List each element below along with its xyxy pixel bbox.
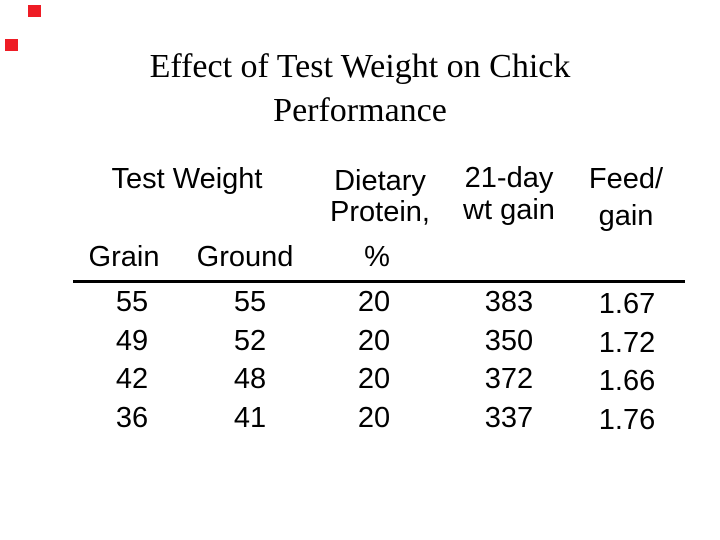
table-cell: 1.76 (598, 403, 656, 436)
header-wt-gain-line-2: wt gain (463, 194, 555, 226)
column-dietary-protein-values: 20 20 20 20 (358, 283, 390, 437)
header-feed-gain: Feed/ gain (589, 161, 663, 235)
table-cell: 20 (357, 401, 391, 434)
red-corner-mark-left (5, 39, 18, 51)
column-ground-values: 55 52 48 41 (234, 283, 266, 437)
table-cell: 1.66 (598, 365, 656, 397)
table-cell: 372 (484, 363, 534, 395)
slide-title-line-2: Performance (273, 92, 447, 129)
header-feed-gain-line-2: gain (598, 200, 654, 232)
header-test-weight: Test Weight (111, 163, 263, 195)
table-cell: 52 (233, 324, 267, 357)
column-feed-gain-values: 1.67 1.72 1.66 1.76 (599, 285, 655, 439)
header-percent-unit: % (364, 241, 390, 273)
table-cell: 337 (484, 401, 534, 434)
header-ground: Ground (196, 241, 294, 273)
table-cell: 41 (233, 401, 267, 434)
header-dietary-line-2: Protein, (330, 196, 430, 228)
column-grain-values: 55 49 42 36 (116, 283, 148, 437)
header-feed-gain-line-1: Feed/ (588, 163, 664, 195)
table-cell: 42 (115, 363, 149, 395)
table-cell: 383 (484, 286, 534, 318)
header-dietary-protein: Dietary Protein, (330, 166, 430, 228)
header-wt-gain-line-1: 21-day (464, 162, 554, 194)
table-cell: 20 (357, 324, 391, 357)
table-cell: 49 (115, 324, 149, 357)
header-21day-wt-gain: 21-day wt gain (463, 162, 555, 226)
header-dietary-line-1: Dietary (334, 165, 426, 197)
table-cell: 48 (233, 363, 267, 395)
table-cell: 55 (233, 286, 267, 318)
table-cell: 350 (484, 324, 534, 357)
red-corner-mark-top (28, 5, 41, 17)
table-cell: 20 (357, 363, 391, 395)
table-cell: 1.72 (598, 326, 656, 359)
column-wt-gain-values: 383 350 372 337 (485, 283, 533, 437)
table-cell: 1.67 (598, 288, 656, 320)
slide-title-line-1: Effect of Test Weight on Chick (149, 48, 571, 85)
table-cell: 20 (357, 286, 391, 318)
slide-title: Effect of Test Weight on Chick Performan… (0, 45, 720, 133)
header-grain: Grain (88, 241, 160, 273)
table-header-rule (73, 280, 685, 283)
table-cell: 55 (115, 286, 149, 318)
table-cell: 36 (115, 401, 149, 434)
